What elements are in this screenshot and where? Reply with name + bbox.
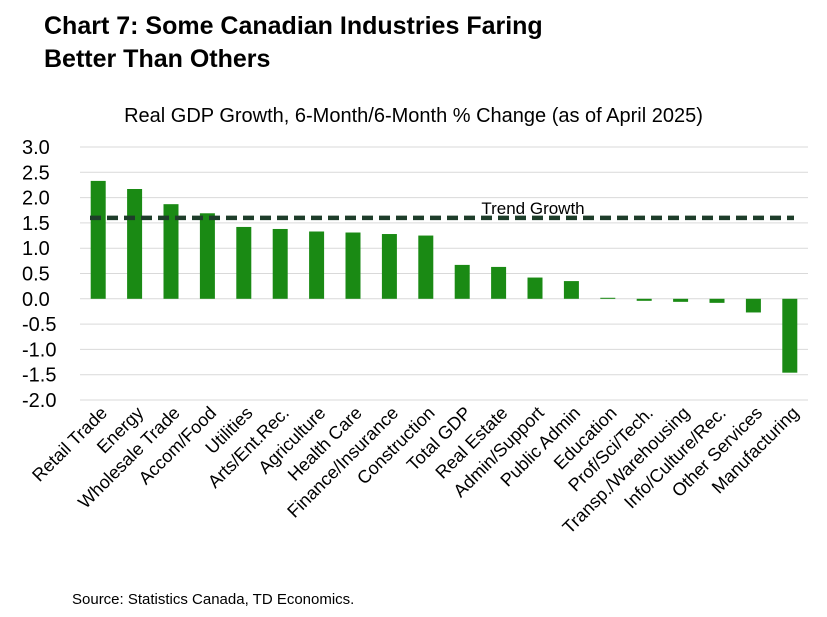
bar xyxy=(782,298,798,373)
trend-line-group: Trend Growth xyxy=(90,199,794,221)
y-tick-label: -2.0 xyxy=(22,390,56,412)
chart-subtitle: Real GDP Growth, 6-Month/6-Month % Chang… xyxy=(124,105,703,127)
bars xyxy=(90,180,798,373)
y-tick-label: 1.0 xyxy=(22,238,50,260)
bar xyxy=(673,298,689,302)
bar xyxy=(745,298,761,313)
chart-title-line2: Better Than Others xyxy=(44,45,271,73)
chart-title-line1: Chart 7: Some Canadian Industries Faring xyxy=(44,12,543,40)
bar xyxy=(527,277,543,299)
bar xyxy=(418,235,434,299)
y-tick-label: 0.0 xyxy=(22,289,50,311)
y-tick-label: 2.5 xyxy=(22,162,50,184)
y-tick-label: -0.5 xyxy=(22,314,56,336)
bar xyxy=(236,226,252,299)
bar xyxy=(491,266,507,299)
bar xyxy=(563,281,579,299)
bar xyxy=(309,231,325,299)
bar xyxy=(345,232,361,299)
y-tick-label: -1.5 xyxy=(22,365,56,387)
bar xyxy=(272,228,288,299)
bar xyxy=(163,204,179,299)
bar xyxy=(127,188,143,299)
grid-lines xyxy=(80,146,808,401)
bar xyxy=(636,298,652,301)
y-tick-label: 0.5 xyxy=(22,264,50,286)
bar xyxy=(199,213,215,299)
bar xyxy=(454,264,470,299)
y-axis-ticks: 3.0 2.5 2.0 1.5 1.0 0.5 0.0 -0.5 -1.0 -1.5 -2.0 xyxy=(22,137,56,412)
bar xyxy=(709,298,725,303)
bar xyxy=(381,234,397,299)
y-tick-label: 3.0 xyxy=(22,137,50,159)
bar xyxy=(90,180,106,299)
y-tick-label: 2.0 xyxy=(22,188,50,210)
source-note: Source: Statistics Canada, TD Economics. xyxy=(72,591,355,608)
y-tick-label: 1.5 xyxy=(22,213,50,235)
bar xyxy=(600,297,616,299)
chart-title: Chart 7: Some Canadian Industries Faring… xyxy=(44,10,784,76)
y-tick-label: -1.0 xyxy=(22,339,56,361)
trend-line-label: Trend Growth xyxy=(481,199,584,218)
